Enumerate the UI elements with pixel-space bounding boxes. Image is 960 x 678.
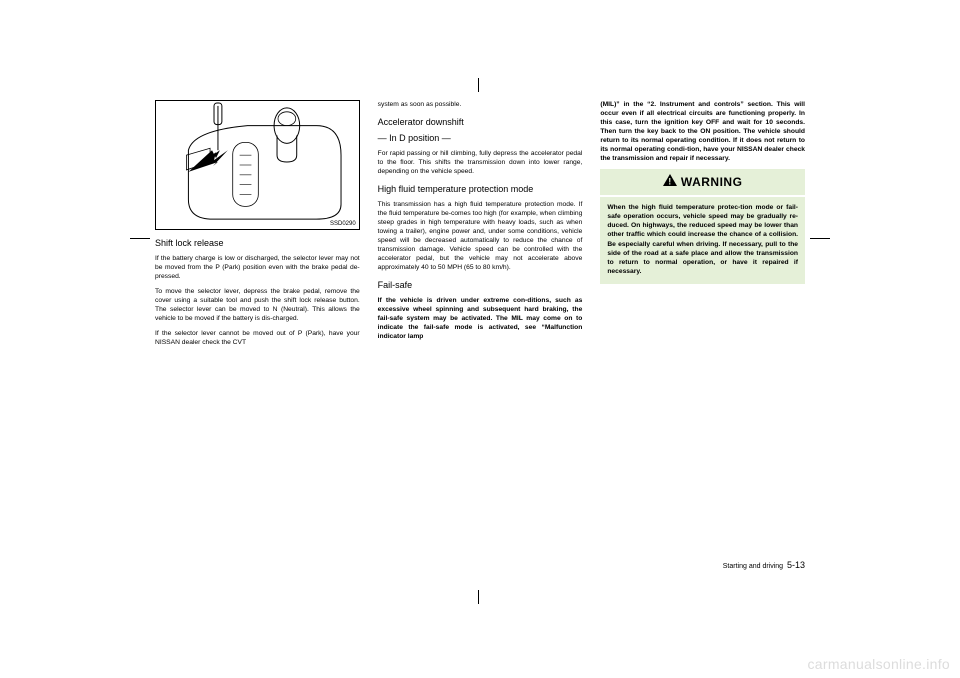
svg-text:!: ! [668,177,672,187]
crop-mark-top [478,78,479,92]
heading-in-d: — In D position — [378,133,583,144]
warning-icon: ! [663,174,677,189]
warning-header: ! WARNING [600,169,805,195]
crop-mark-left [130,238,150,239]
warning-title: WARNING [681,175,743,189]
shift-lever-illustration [156,101,359,229]
para: system as soon as possible. [378,100,583,109]
crop-mark-bottom [478,590,479,604]
warning-title-row: ! WARNING [607,174,798,189]
para: For rapid passing or hill climbing, full… [378,149,583,176]
heading-fail-safe: Fail-safe [378,280,583,291]
column-3: (MIL)” in the “2. Instrument and control… [600,100,805,570]
footer-page: 5-13 [787,560,805,570]
heading-high-fluid: High fluid temperature protection mode [378,184,583,195]
page-content: SSD0290 Shift lock release If the batter… [155,100,805,570]
shift-lock-figure: SSD0290 [155,100,360,230]
crop-mark-right [810,238,830,239]
heading-accel-downshift: Accelerator downshift [378,117,583,128]
figure-label: SSD0290 [330,221,356,227]
warning-body: When the high fluid temperature protec‐t… [600,197,805,283]
heading-shift-lock: Shift lock release [155,238,360,249]
footer-section: Starting and driving [723,563,783,570]
para-bold: If the vehicle is driven under extreme c… [378,296,583,341]
page-footer: Starting and driving 5-13 [155,560,805,570]
para-bold: (MIL)” in the “2. Instrument and control… [600,100,805,163]
para: This transmission has a high fluid tempe… [378,200,583,272]
column-2: system as soon as possible. Accelerator … [378,100,583,570]
para: To move the selector lever, depress the … [155,287,360,323]
watermark: carmanualsonline.info [808,656,951,672]
warning-text: When the high fluid temperature protec‐t… [607,203,798,275]
para: If the selector lever cannot be moved ou… [155,329,360,347]
column-1: SSD0290 Shift lock release If the batter… [155,100,360,570]
para: If the battery charge is low or discharg… [155,254,360,281]
